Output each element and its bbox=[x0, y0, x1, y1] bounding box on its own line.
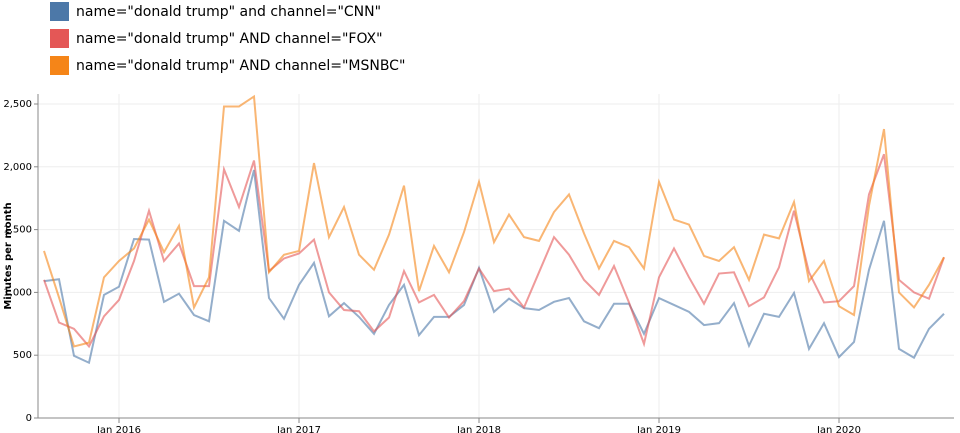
y-tick-label: 1,500 bbox=[3, 225, 32, 236]
x-tick-label: Jan 2020 bbox=[816, 425, 861, 433]
y-tick-label: 500 bbox=[13, 350, 32, 361]
series-line bbox=[43, 153, 945, 349]
series-line bbox=[43, 94, 945, 348]
legend-swatch bbox=[50, 29, 69, 48]
x-tick-label: Jan 2018 bbox=[456, 425, 501, 433]
y-tick-label: 2,500 bbox=[3, 99, 32, 110]
y-tick-label: 0 bbox=[26, 413, 32, 424]
legend-label: name="donald trump" AND channel="MSNBC" bbox=[76, 58, 405, 74]
legend-swatch bbox=[50, 56, 69, 75]
y-tick-label: 1,000 bbox=[3, 287, 32, 298]
legend-label: name="donald trump" AND channel="FOX" bbox=[76, 31, 383, 47]
legend-label: name="donald trump" and channel="CNN" bbox=[76, 4, 381, 20]
y-axis-label: Minutes per month bbox=[3, 202, 14, 309]
series-line bbox=[43, 169, 945, 365]
y-tick-label: 2,000 bbox=[3, 162, 32, 173]
x-tick-label: Jan 2016 bbox=[96, 425, 141, 433]
x-tick-label: Jan 2017 bbox=[276, 425, 321, 433]
legend-swatch bbox=[50, 2, 69, 21]
x-tick-label: Jan 2019 bbox=[636, 425, 681, 433]
